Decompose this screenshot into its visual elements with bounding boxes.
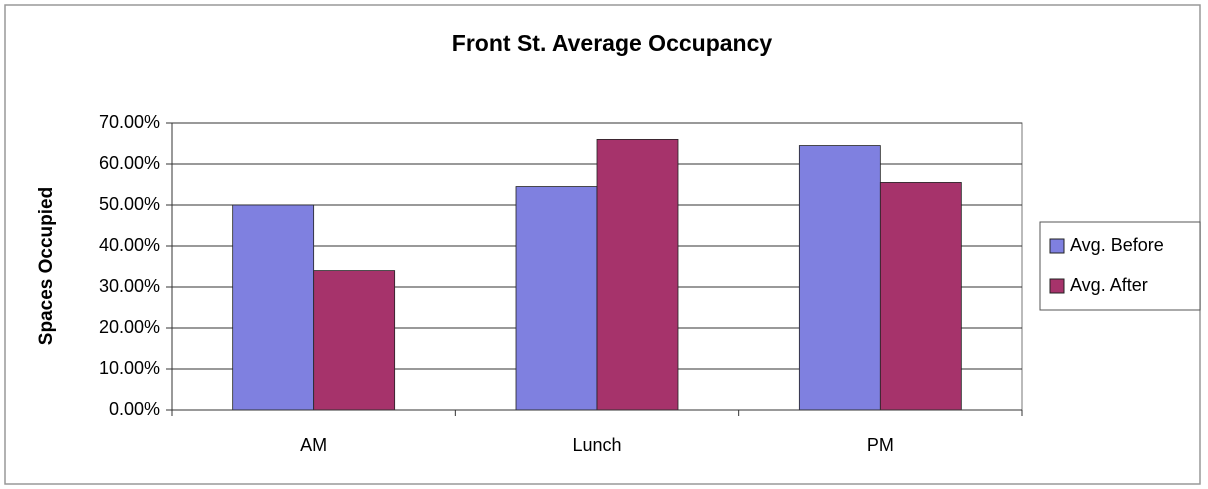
legend-swatch — [1049, 238, 1065, 254]
bar — [515, 186, 598, 411]
bar — [313, 270, 396, 411]
y-tick-label: 40.00% — [99, 235, 160, 255]
y-axis-label: Spaces Occupied — [36, 187, 57, 345]
legend-label: Avg. After — [1070, 275, 1148, 295]
x-tick-label: AM — [300, 435, 327, 455]
x-tick-label: PM — [867, 435, 894, 455]
bar — [798, 145, 881, 411]
legend-box — [1039, 221, 1201, 311]
y-tick-label: 0.00% — [109, 399, 160, 419]
bar — [232, 204, 315, 411]
bar — [879, 182, 962, 411]
y-tick-label: 10.00% — [99, 358, 160, 378]
legend-swatch — [1049, 278, 1065, 294]
bar — [596, 138, 679, 411]
chart-title: Front St. Average Occupancy — [452, 30, 773, 56]
legend-label: Avg. Before — [1070, 235, 1164, 255]
y-tick-label: 60.00% — [99, 153, 160, 173]
x-tick-label: Lunch — [572, 435, 621, 455]
y-tick-label: 50.00% — [99, 194, 160, 214]
y-tick-label: 70.00% — [99, 112, 160, 132]
y-tick-label: 20.00% — [99, 317, 160, 337]
y-tick-label: 30.00% — [99, 276, 160, 296]
